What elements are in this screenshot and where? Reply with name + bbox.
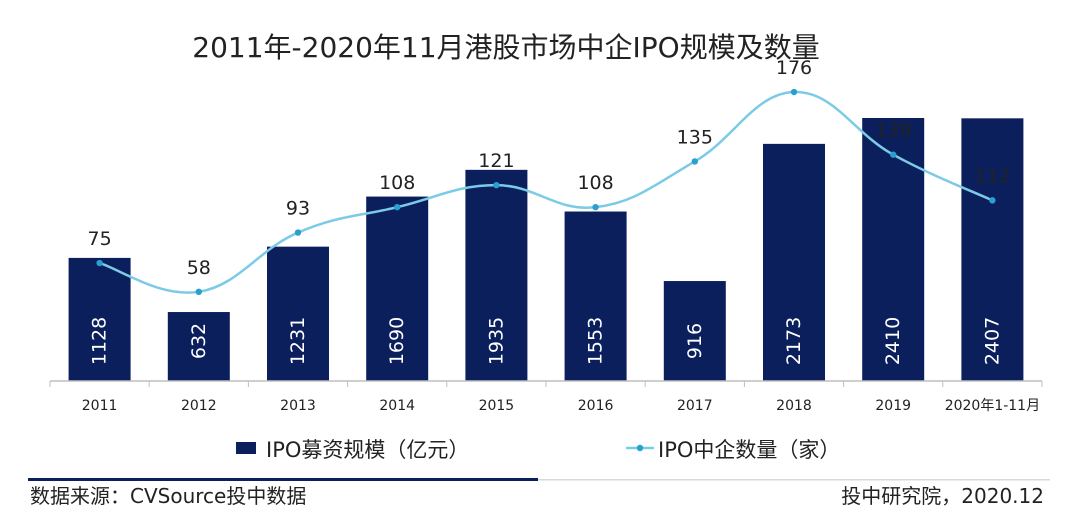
bar [68, 257, 131, 381]
bar [663, 281, 726, 381]
x-tick-label: 2011 [82, 398, 118, 414]
bar-value-label: 1231 [287, 317, 309, 365]
legend-line-marker [636, 444, 644, 452]
line-value-label: 121 [478, 150, 514, 172]
bar-value-label: 632 [188, 323, 210, 359]
source-note: 数据来源：CVSource投中数据 [30, 484, 307, 508]
footer-rule-dark [28, 478, 538, 481]
publisher-note: 投中研究院，2020.12 [841, 484, 1044, 508]
bar [465, 169, 528, 381]
bar [564, 211, 627, 381]
line-layer: 75 58 93 108 121 108 135 176 139 112 [88, 57, 1011, 296]
line-value-label: 108 [577, 172, 613, 194]
line-value-label: 93 [286, 198, 310, 220]
bar [763, 143, 825, 381]
bar [862, 118, 925, 381]
bar-value-label: 916 [684, 323, 706, 359]
line-point [592, 203, 599, 211]
line-value-label: 108 [379, 172, 415, 194]
legend: IPO募资规模（亿元） IPO中企数量（家） [236, 438, 840, 462]
x-tick-label: 2017 [677, 398, 713, 414]
legend-line-label: IPO中企数量（家） [658, 438, 840, 462]
line-point [394, 203, 401, 211]
footer-rule-light [538, 479, 1050, 481]
x-axis: 2011 2012 2013 2014 2015 2016 2017 2018 2019 2020… [49, 380, 1043, 414]
line-point [790, 88, 798, 96]
legend-bar-swatch [236, 442, 256, 454]
bars-layer: 1128 632 1231 1690 1935 1553 916 2173 2410 2407 [68, 118, 1024, 381]
line-point [890, 151, 897, 158]
line-value-label: 75 [88, 228, 112, 250]
bar-value-label: 1128 [89, 317, 111, 365]
x-tick-label: 2013 [280, 398, 316, 414]
line-point [96, 259, 103, 267]
bar [961, 118, 1024, 381]
line-value-label: 139 [875, 120, 911, 142]
line-value-label: 135 [677, 126, 713, 148]
line-point [989, 197, 996, 204]
bar [267, 246, 329, 381]
bar-value-label: 1690 [386, 317, 408, 365]
chart-title: 2011年-2020年11月港股市场中企IPO规模及数量 [192, 31, 819, 64]
line-point [294, 229, 302, 236]
line-point [493, 181, 500, 189]
x-tick-label: 2020年1-11月 [945, 398, 1040, 414]
line-point [691, 158, 698, 165]
series-line [99, 90, 993, 294]
line-point [195, 288, 202, 296]
bar-value-label: 2407 [981, 317, 1003, 365]
x-tick-label: 2019 [875, 398, 911, 414]
bar [366, 196, 429, 381]
line-value-label: 112 [974, 165, 1010, 187]
x-tick-label: 2015 [479, 398, 515, 414]
line-value-label: 58 [187, 257, 211, 279]
bar [167, 312, 230, 381]
x-tick-label: 2018 [776, 398, 812, 414]
bar-value-label: 1553 [585, 317, 607, 365]
legend-bar-label: IPO募资规模（亿元） [266, 438, 469, 462]
line-value-label: 176 [776, 57, 812, 79]
x-tick-label: 2012 [181, 398, 217, 414]
bar-value-label: 2173 [783, 317, 805, 365]
x-tick-label: 2016 [578, 398, 614, 414]
footer-rule [28, 478, 1050, 481]
x-tick-label: 2014 [379, 398, 415, 414]
bar-value-label: 1935 [485, 317, 507, 365]
bar-value-label: 2410 [882, 317, 904, 365]
